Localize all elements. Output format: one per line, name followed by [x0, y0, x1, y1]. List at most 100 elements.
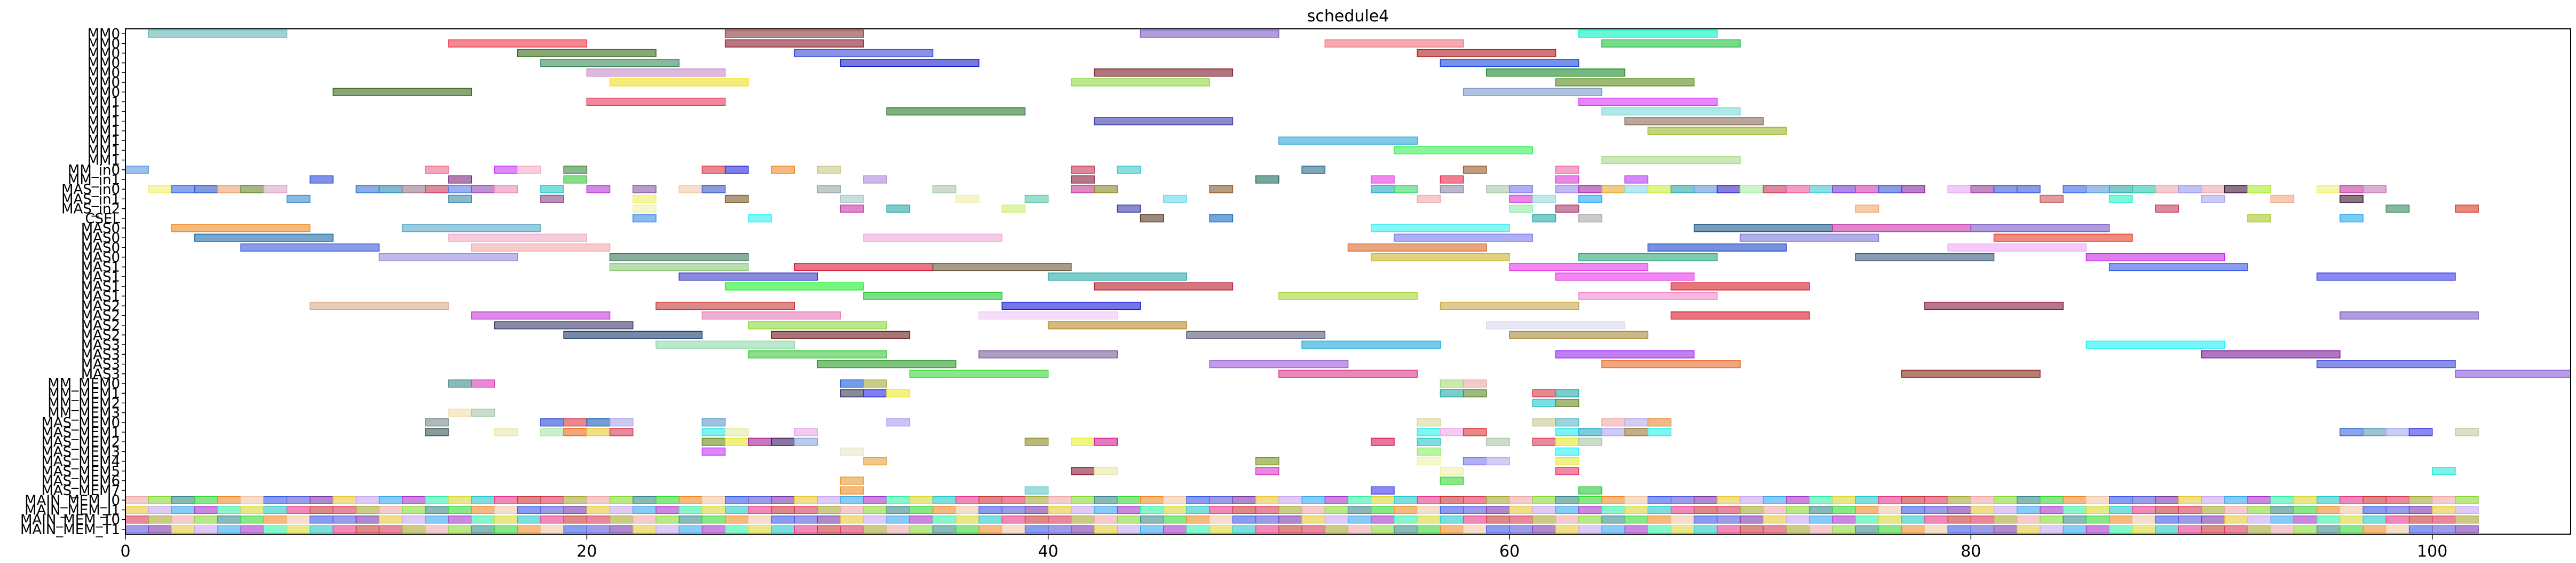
row-label: MM1: [88, 114, 120, 130]
memory-task-bar: [1140, 496, 1164, 504]
memory-task-bar: [1624, 496, 1648, 504]
memory-task-bar: [1647, 506, 1672, 514]
task-bar: [494, 185, 518, 193]
memory-task-bar: [794, 506, 818, 514]
memory-task-bar: [1117, 496, 1141, 504]
row-label: MM0: [88, 65, 120, 81]
memory-task-bar: [2132, 506, 2156, 514]
memory-task-bar: [540, 515, 564, 524]
memory-task-bar: [1186, 506, 1210, 514]
memory-task-bar: [2040, 506, 2064, 514]
memory-task-bar: [563, 515, 587, 524]
row-label: MM_in1: [68, 172, 120, 188]
task-bar: [1647, 127, 1787, 135]
memory-task-bar: [1001, 506, 1026, 514]
task-bar: [1255, 175, 1279, 184]
task-bar: [1624, 185, 1649, 193]
task-bar: [1532, 389, 1556, 397]
task-bar: [333, 88, 472, 96]
task-bar: [1071, 185, 1095, 193]
memory-task-bar: [148, 515, 172, 524]
task-bar: [1440, 467, 1464, 475]
memory-task-bar: [655, 515, 679, 524]
task-bar: [1555, 166, 1579, 174]
memory-task-bar: [378, 525, 403, 534]
memory-task-bar: [586, 525, 611, 534]
task-bar: [1094, 282, 1234, 291]
memory-task-bar: [1324, 515, 1349, 524]
task-bar: [1071, 437, 1095, 446]
x-tick-label: 100: [2417, 542, 2447, 561]
memory-task-bar: [1509, 496, 1533, 504]
memory-task-bar: [1555, 525, 1579, 534]
task-bar: [1394, 146, 1533, 154]
task-bar: [586, 68, 726, 77]
task-bar: [2201, 194, 2225, 203]
memory-task-bar: [1878, 506, 1902, 514]
row-label: MAS2: [81, 327, 120, 343]
memory-task-bar: [2340, 496, 2364, 504]
memory-task-bar: [1878, 515, 1902, 524]
task-bar: [1071, 175, 1095, 184]
task-bar: [1463, 379, 1487, 388]
row-label: MAS_in1: [61, 191, 120, 207]
task-bar: [2340, 428, 2364, 436]
task-bar: [1670, 185, 1695, 193]
task-bar: [840, 389, 864, 397]
memory-task-bar: [1855, 525, 1879, 534]
task-bar: [2431, 467, 2456, 475]
task-bar: [955, 194, 979, 203]
memory-task-bar: [1347, 515, 1372, 524]
memory-task-bar: [1970, 506, 1995, 514]
memory-task-bar: [240, 496, 264, 504]
memory-task-bar: [1901, 525, 1925, 534]
task-bar: [932, 185, 957, 193]
task-bar: [2108, 263, 2248, 271]
task-bar: [1486, 68, 1625, 77]
memory-task-bar: [240, 525, 264, 534]
memory-task-bar: [1832, 506, 1856, 514]
memory-task-bar: [1578, 515, 1602, 524]
memory-task-bar: [725, 496, 749, 504]
task-bar: [286, 194, 311, 203]
memory-task-bar: [1532, 496, 1556, 504]
memory-task-bar: [378, 506, 403, 514]
memory-task-bar: [333, 525, 357, 534]
memory-task-bar: [1486, 525, 1510, 534]
memory-task-bar: [2155, 506, 2179, 514]
task-bar: [1740, 233, 1879, 242]
task-bar: [1555, 272, 1695, 281]
memory-task-bar: [1486, 515, 1510, 524]
task-bar: [2017, 185, 2041, 193]
memory-task-bar: [1717, 506, 1741, 514]
task-bar: [1970, 224, 2110, 232]
row-label: MAS1: [81, 260, 120, 276]
task-bar: [1394, 233, 1533, 242]
x-tick-label: 80: [1961, 542, 1981, 561]
task-bar: [448, 409, 472, 417]
task-bar: [1417, 49, 1556, 58]
row-label: MAS_MEM2: [41, 434, 120, 450]
row-label: MAIN_MEM_T0: [20, 512, 120, 528]
task-bar: [1440, 379, 1464, 388]
task-bar: [2178, 185, 2202, 193]
task-bar: [1624, 175, 1649, 184]
memory-task-bar: [701, 496, 726, 504]
memory-task-bar: [1094, 515, 1118, 524]
row-label: MM0: [88, 36, 120, 52]
memory-task-bar: [1371, 525, 1395, 534]
memory-task-bar: [1786, 525, 1810, 534]
task-bar: [1578, 486, 1602, 495]
task-bar: [1094, 467, 1118, 475]
task-bar: [540, 185, 564, 193]
memory-task-bar: [1232, 496, 1257, 504]
memory-task-bar: [2293, 496, 2318, 504]
memory-task-bar: [2317, 496, 2341, 504]
memory-task-bar: [1786, 496, 1810, 504]
task-bar: [1555, 350, 1695, 359]
memory-task-bar: [586, 506, 611, 514]
task-bar: [1417, 418, 1441, 427]
task-bar: [1578, 214, 1602, 223]
task-bar: [932, 263, 1072, 271]
task-bar: [240, 185, 265, 193]
